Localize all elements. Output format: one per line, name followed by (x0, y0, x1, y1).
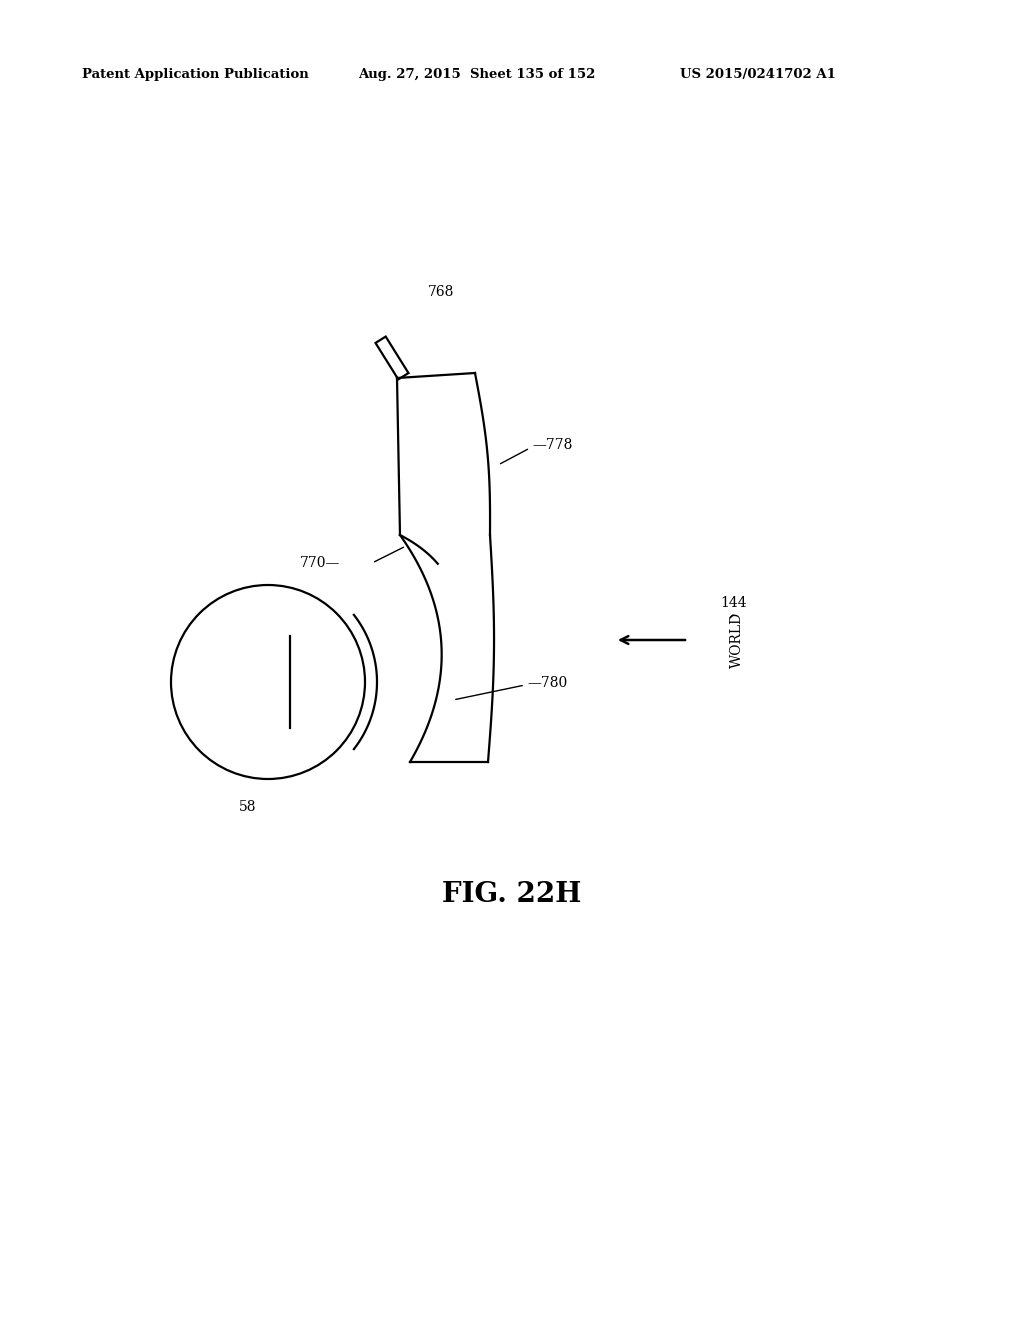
Text: Aug. 27, 2015  Sheet 135 of 152: Aug. 27, 2015 Sheet 135 of 152 (358, 69, 595, 81)
Text: US 2015/0241702 A1: US 2015/0241702 A1 (680, 69, 836, 81)
Text: 144: 144 (720, 597, 746, 610)
Text: FIG. 22H: FIG. 22H (442, 882, 582, 908)
Text: —778: —778 (532, 438, 572, 451)
Text: Patent Application Publication: Patent Application Publication (82, 69, 309, 81)
Text: 770—: 770— (300, 556, 340, 570)
Text: WORLD: WORLD (730, 612, 744, 668)
Text: 58: 58 (240, 800, 257, 814)
Text: —780: —780 (527, 676, 567, 690)
Text: 768: 768 (428, 285, 455, 300)
